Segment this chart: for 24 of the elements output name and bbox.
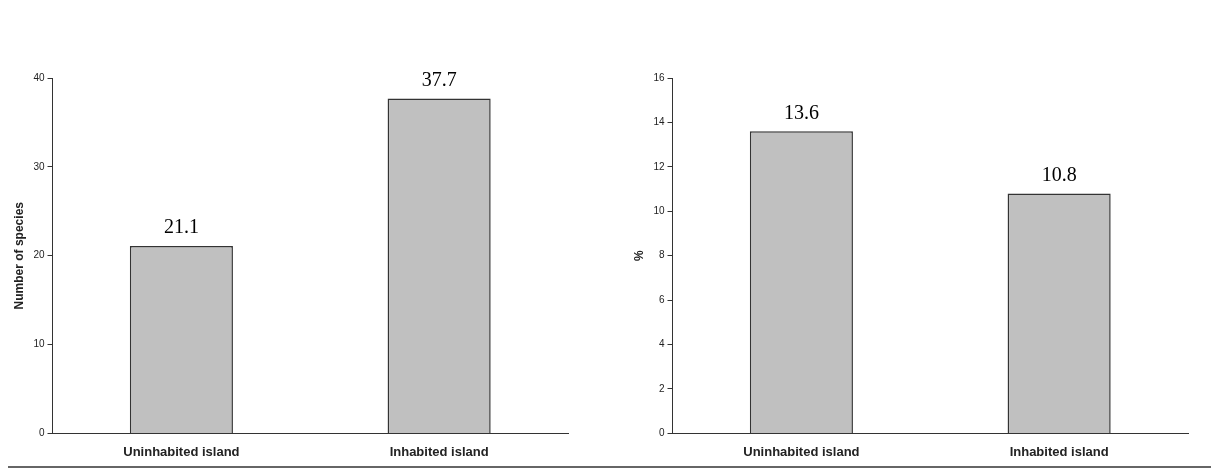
y-tick-label: 20	[33, 249, 45, 261]
y-tick-label: 10	[33, 338, 45, 350]
data-label: 37.7	[421, 67, 457, 90]
y-tick-label: 10	[653, 205, 665, 217]
y-tick-label: 30	[33, 160, 45, 172]
y-tick-label: 16	[653, 71, 665, 83]
x-tick-label: Inhabited island	[1009, 443, 1109, 459]
x-tick-label: Inhabited island	[389, 443, 489, 459]
y-tick-label: 4	[658, 338, 665, 350]
y-tick-label: 14	[653, 116, 665, 128]
y-tick-label: 0	[658, 427, 665, 439]
y-tick-label: 0	[38, 427, 45, 439]
x-tick-label: Uninhabited island	[123, 443, 240, 459]
y-tick-label: 6	[658, 293, 665, 305]
y-tick-label: 2	[658, 382, 665, 394]
data-label: 21.1	[163, 215, 199, 238]
y-axis-title: %	[631, 250, 646, 262]
x-tick-label: Uninhabited island	[743, 443, 860, 459]
data-label: 10.8	[1041, 162, 1077, 185]
y-tick-label: 8	[658, 249, 665, 261]
y-axis-title: Number of species	[11, 201, 26, 310]
y-tick-label: 40	[33, 71, 45, 83]
data-label: 13.6	[783, 100, 819, 123]
y-tick-label: 12	[653, 160, 665, 172]
